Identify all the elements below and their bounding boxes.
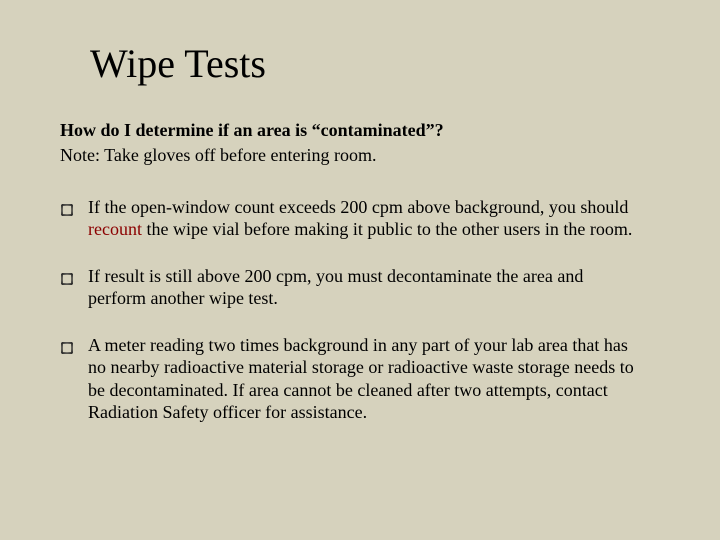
bullet-icon <box>60 200 74 214</box>
bullet-icon <box>60 269 74 283</box>
bullet-icon <box>60 338 74 352</box>
bullet-text: If the open-window count exceeds 200 cpm… <box>88 196 645 241</box>
list-item: If the open-window count exceeds 200 cpm… <box>60 196 645 241</box>
bullet-text-post: the wipe vial before making it public to… <box>142 219 632 239</box>
highlight-word: recount <box>88 219 142 239</box>
bullet-text: A meter reading two times background in … <box>88 334 645 424</box>
note-text: Note: Take gloves off before entering ro… <box>60 144 645 167</box>
slide-title: Wipe Tests <box>90 40 645 87</box>
bullet-text-pre: If the open-window count exceeds 200 cpm… <box>88 197 628 217</box>
subtitle-question: How do I determine if an area is “contam… <box>60 119 645 142</box>
list-item: A meter reading two times background in … <box>60 334 645 424</box>
list-item: If result is still above 200 cpm, you mu… <box>60 265 645 310</box>
bullet-text: If result is still above 200 cpm, you mu… <box>88 265 645 310</box>
bullet-list: If the open-window count exceeds 200 cpm… <box>60 196 645 424</box>
